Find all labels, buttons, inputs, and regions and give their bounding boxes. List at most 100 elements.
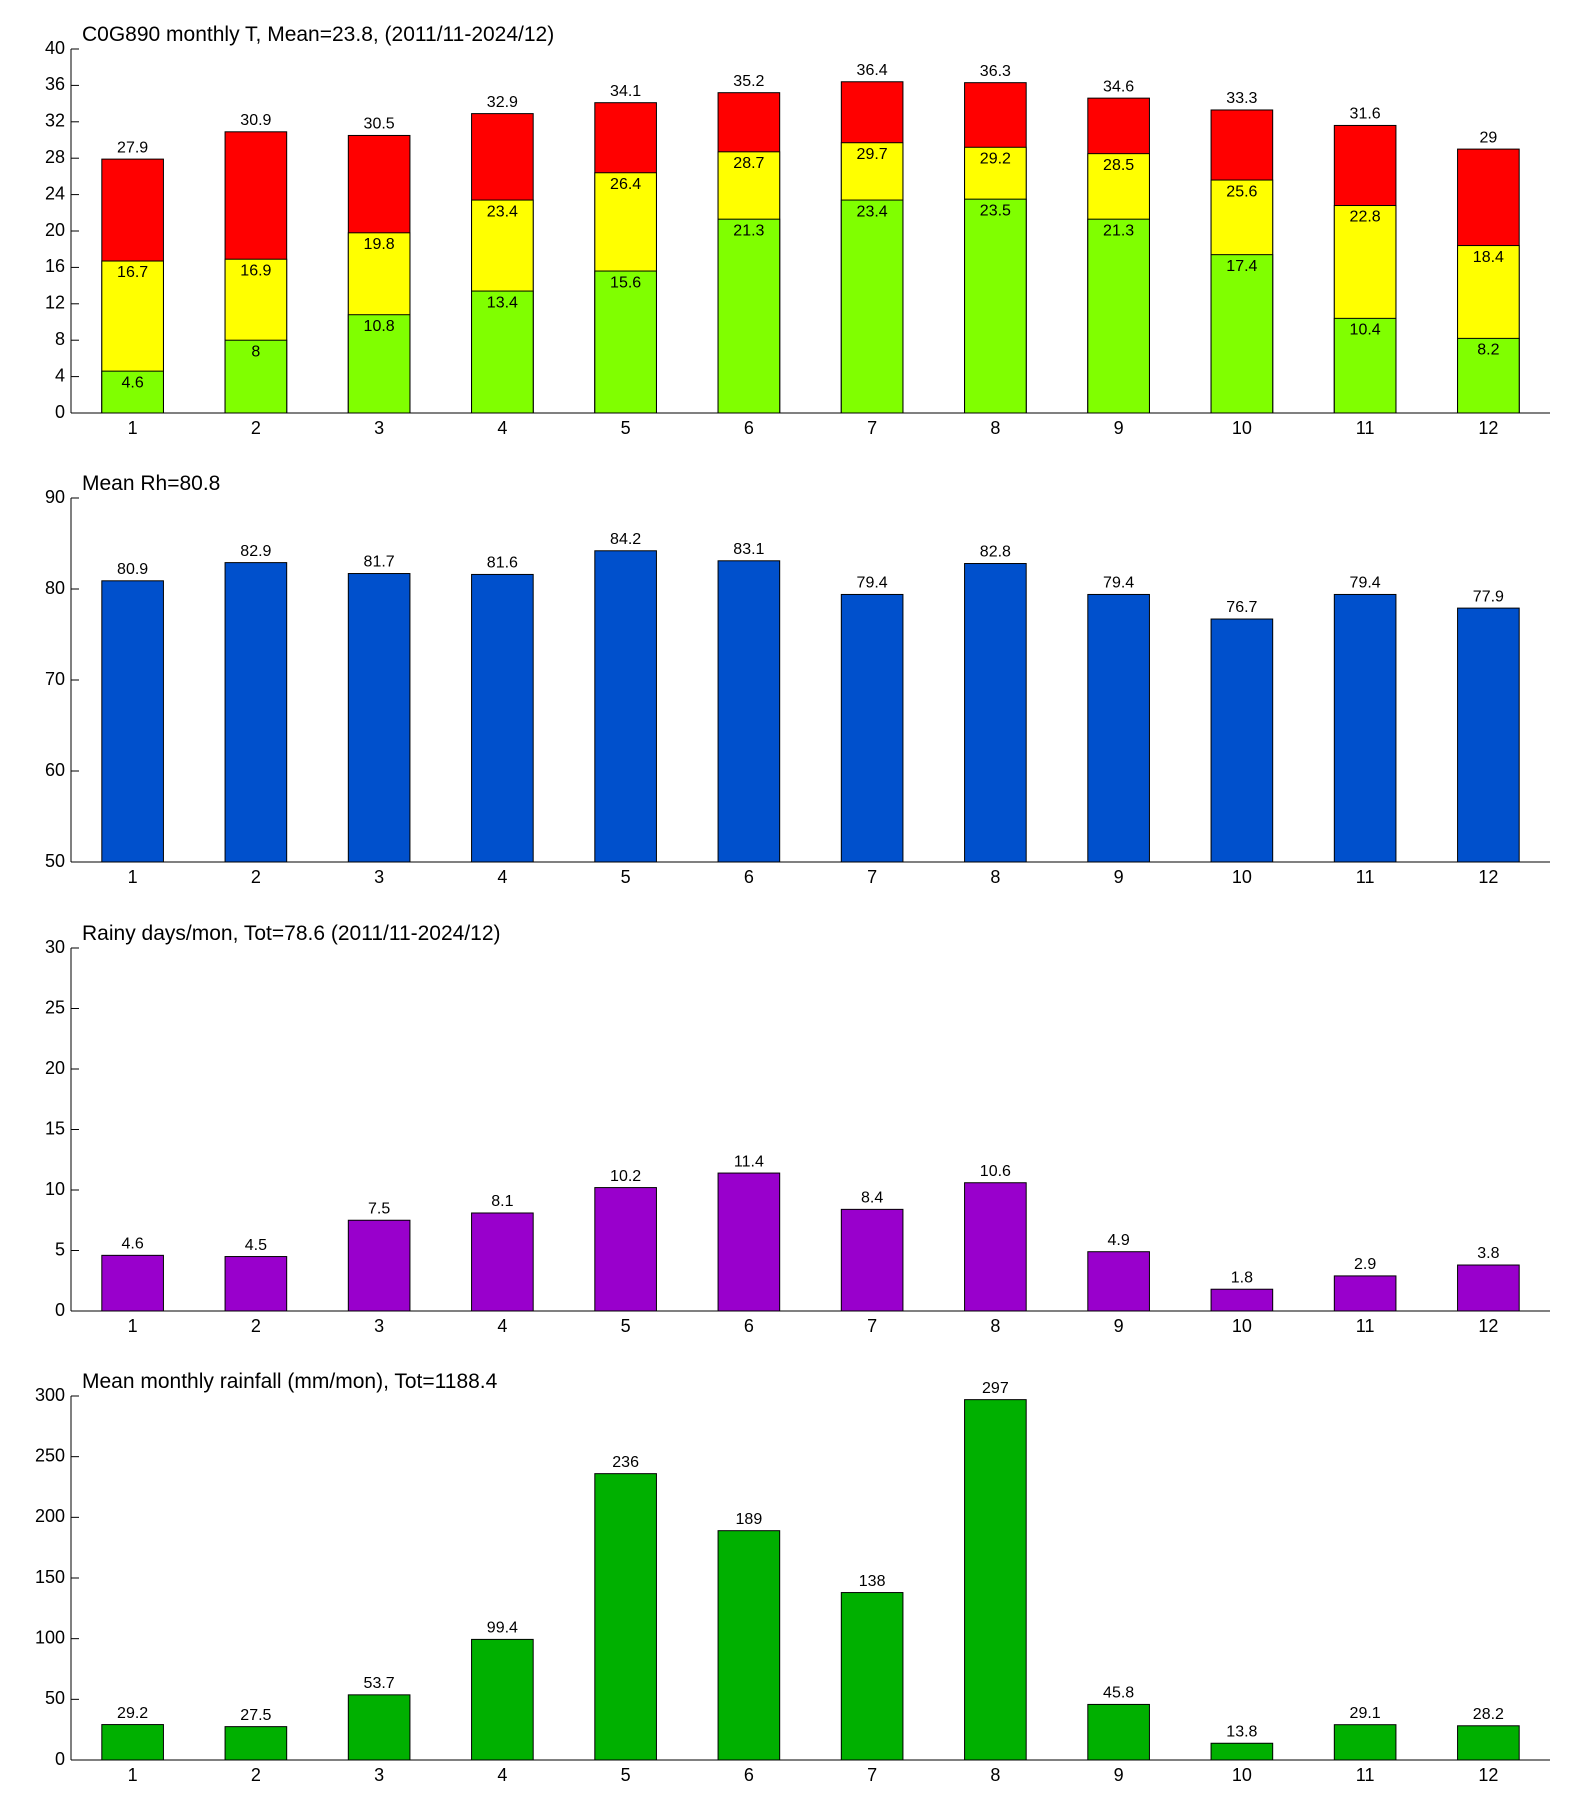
x-tick-label: 3 bbox=[374, 867, 384, 887]
x-tick-label: 5 bbox=[621, 867, 631, 887]
y-tick-label: 40 bbox=[45, 38, 65, 58]
value-label: 4.5 bbox=[245, 1237, 267, 1254]
bar bbox=[101, 370, 164, 414]
value-label: 18.4 bbox=[1473, 249, 1504, 266]
value-label: 8.4 bbox=[861, 1190, 883, 1207]
x-tick-label: 4 bbox=[497, 1316, 507, 1336]
bar bbox=[840, 199, 904, 414]
x-tick-label: 1 bbox=[128, 1765, 138, 1785]
y-tick-label: 24 bbox=[45, 183, 65, 203]
value-label: 1.8 bbox=[1231, 1269, 1253, 1286]
x-tick-label: 2 bbox=[251, 418, 261, 438]
x-tick-label: 3 bbox=[374, 418, 384, 438]
bar bbox=[594, 1187, 657, 1312]
x-tick-label: 1 bbox=[128, 1316, 138, 1336]
bar bbox=[471, 290, 534, 414]
value-label: 19.8 bbox=[364, 236, 395, 253]
x-tick-label: 11 bbox=[1356, 867, 1375, 887]
value-label: 21.3 bbox=[733, 222, 764, 239]
bar bbox=[224, 339, 288, 414]
value-label: 16.9 bbox=[240, 262, 271, 279]
x-tick-label: 12 bbox=[1478, 867, 1498, 887]
value-label: 28.5 bbox=[1103, 157, 1134, 174]
bar bbox=[717, 218, 781, 414]
bar bbox=[1210, 1742, 1274, 1761]
y-tick-label: 0 bbox=[55, 402, 65, 422]
value-label: 8.1 bbox=[491, 1193, 513, 1210]
value-label: 34.6 bbox=[1103, 78, 1134, 95]
x-tick-label: 9 bbox=[1114, 1765, 1124, 1785]
x-tick-label: 4 bbox=[497, 418, 507, 438]
y-tick-label: 8 bbox=[55, 329, 65, 349]
value-label: 84.2 bbox=[610, 531, 641, 548]
y-tick-label: 10 bbox=[45, 1179, 65, 1199]
bar bbox=[224, 562, 288, 863]
value-label: 11.4 bbox=[734, 1153, 764, 1170]
bar bbox=[964, 1399, 1027, 1761]
value-label: 80.9 bbox=[117, 561, 148, 578]
bar bbox=[471, 1212, 534, 1312]
bar bbox=[224, 1726, 288, 1761]
bar bbox=[347, 573, 411, 863]
x-tick-label: 2 bbox=[251, 1765, 261, 1785]
x-tick-label: 5 bbox=[621, 418, 631, 438]
value-label: 17.4 bbox=[1226, 258, 1257, 275]
chart-title: Mean monthly rainfall (mm/mon), Tot=1188… bbox=[82, 1370, 498, 1393]
x-tick-label: 9 bbox=[1114, 418, 1124, 438]
x-tick-label: 4 bbox=[497, 1765, 507, 1785]
y-tick-label: 100 bbox=[35, 1627, 65, 1647]
value-label: 10.2 bbox=[610, 1168, 641, 1185]
bar bbox=[1333, 593, 1397, 863]
chart-title: Rainy days/mon, Tot=78.6 (2011/11-2024/1… bbox=[82, 922, 501, 945]
value-label: 138 bbox=[859, 1573, 886, 1590]
bar bbox=[1087, 218, 1150, 414]
y-tick-label: 200 bbox=[35, 1506, 65, 1526]
value-label: 30.5 bbox=[364, 116, 395, 133]
x-tick-label: 6 bbox=[744, 1765, 754, 1785]
bar bbox=[594, 1473, 657, 1761]
x-tick-label: 11 bbox=[1356, 418, 1375, 438]
y-tick-label: 70 bbox=[45, 669, 65, 689]
value-label: 79.4 bbox=[1103, 575, 1134, 592]
x-tick-label: 8 bbox=[990, 418, 1000, 438]
value-label: 23.5 bbox=[980, 202, 1011, 219]
bar bbox=[717, 1530, 781, 1761]
value-label: 79.4 bbox=[1350, 575, 1381, 592]
chart-title: Mean Rh=80.8 bbox=[82, 472, 220, 495]
x-tick-label: 10 bbox=[1232, 418, 1252, 438]
value-label: 82.9 bbox=[240, 543, 271, 560]
value-label: 82.8 bbox=[980, 544, 1011, 561]
value-label: 81.7 bbox=[364, 554, 395, 571]
value-label: 29.7 bbox=[857, 146, 888, 163]
bar bbox=[1087, 1703, 1150, 1761]
bar bbox=[1457, 337, 1520, 414]
x-tick-label: 10 bbox=[1232, 1765, 1252, 1785]
x-tick-label: 12 bbox=[1478, 1765, 1498, 1785]
bar bbox=[1333, 1724, 1397, 1761]
value-label: 99.4 bbox=[487, 1620, 518, 1637]
bar bbox=[101, 1254, 164, 1312]
x-tick-label: 6 bbox=[744, 418, 754, 438]
value-label: 4.9 bbox=[1108, 1232, 1130, 1249]
x-tick-label: 2 bbox=[251, 867, 261, 887]
value-label: 8 bbox=[251, 343, 260, 360]
bar bbox=[717, 1172, 781, 1312]
x-tick-label: 8 bbox=[990, 867, 1000, 887]
y-tick-label: 32 bbox=[45, 111, 65, 131]
bar bbox=[101, 1724, 164, 1761]
y-tick-label: 20 bbox=[45, 220, 65, 240]
y-tick-label: 90 bbox=[45, 487, 65, 507]
x-tick-label: 6 bbox=[744, 1316, 754, 1336]
value-label: 28.7 bbox=[733, 155, 764, 172]
value-label: 13.4 bbox=[487, 294, 518, 311]
x-tick-label: 7 bbox=[867, 418, 877, 438]
bar bbox=[347, 314, 411, 414]
bar bbox=[1457, 1725, 1520, 1761]
bar bbox=[1457, 1264, 1520, 1312]
value-label: 4.6 bbox=[122, 374, 144, 391]
y-tick-label: 50 bbox=[45, 851, 65, 871]
value-label: 27.9 bbox=[117, 139, 148, 156]
value-label: 4.6 bbox=[122, 1236, 144, 1253]
value-label: 27.5 bbox=[240, 1707, 271, 1724]
value-label: 35.2 bbox=[733, 73, 764, 90]
